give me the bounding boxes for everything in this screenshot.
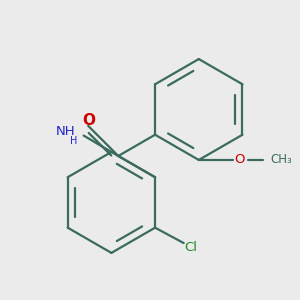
Text: H: H [70, 136, 77, 146]
Text: Cl: Cl [184, 241, 197, 254]
Text: CH₃: CH₃ [271, 154, 292, 166]
Text: NH: NH [56, 125, 76, 138]
Text: O: O [235, 154, 245, 166]
Text: O: O [82, 113, 95, 128]
